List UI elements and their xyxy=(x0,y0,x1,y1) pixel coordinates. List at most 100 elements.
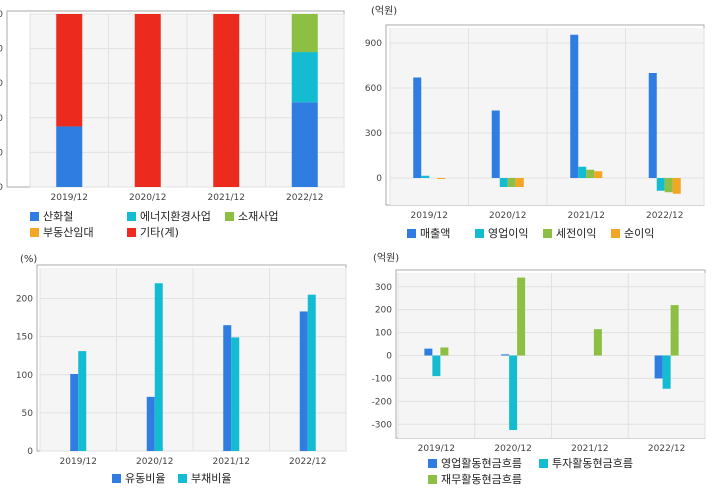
bar xyxy=(307,294,316,451)
legend-swatch xyxy=(611,229,620,238)
x-tick-label: 2019/12 xyxy=(51,193,88,203)
bar xyxy=(70,373,79,451)
unit-label: (%) xyxy=(20,254,37,265)
bar xyxy=(517,277,526,356)
legend-swatch xyxy=(127,228,136,237)
bar xyxy=(578,166,587,178)
x-tick-label: 2019/12 xyxy=(60,457,97,467)
bar xyxy=(440,347,449,356)
bar xyxy=(670,305,679,356)
x-tick-label: 2021/12 xyxy=(213,457,250,467)
legend-label: 산화철 xyxy=(43,210,73,223)
x-tick-label: 2022/12 xyxy=(286,193,323,203)
bar xyxy=(593,329,602,356)
bar xyxy=(437,178,446,179)
chart-2: 0 300 600 900 2019/12 2020/12 2021/12 2022/12 (억… xyxy=(365,5,705,240)
legend-label: 세전이익 xyxy=(556,227,596,240)
x-tick-label: 2021/12 xyxy=(208,193,245,203)
y-tick-label: 600 xyxy=(365,84,382,94)
y-tick-label: -300 xyxy=(372,420,393,430)
legend-label: 투자활동현금흐름 xyxy=(552,456,633,470)
legend-swatch xyxy=(225,212,234,221)
bar xyxy=(656,178,665,191)
unit-label: (억원) xyxy=(371,5,397,17)
legend-label: 소재사업 xyxy=(238,210,278,223)
legend-label: 재무활동현금흐름 xyxy=(441,472,522,486)
x-tick-label: 2022/12 xyxy=(646,211,683,221)
y-tick-label: 200 xyxy=(16,295,33,305)
bar xyxy=(501,354,510,356)
legend-label: 부채비율 xyxy=(191,472,231,485)
chart-1: 0 20 40 60 80 100 2019/12 2020/12 2021/12 2022/12… xyxy=(0,10,345,239)
x-tick-label: 2019/12 xyxy=(418,444,455,454)
legend-label: 순이익 xyxy=(624,227,654,240)
y-tick-label: 0 xyxy=(27,447,33,457)
y-tick-label: 300 xyxy=(375,283,392,293)
legend-swatch xyxy=(543,229,552,238)
bar xyxy=(509,355,518,430)
unit-label: (억원) xyxy=(373,252,399,264)
legend-label: 기타(계) xyxy=(140,226,179,239)
y-tick-label: 900 xyxy=(365,39,382,49)
y-tick-label: 20 xyxy=(0,148,3,158)
y-tick-label: -200 xyxy=(372,397,393,407)
bar xyxy=(594,171,603,178)
bar xyxy=(213,14,240,187)
bar xyxy=(413,77,422,178)
y-tick-label: 0 xyxy=(0,183,3,193)
legend-label: 유동비율 xyxy=(125,472,165,485)
bar xyxy=(291,14,318,53)
bar xyxy=(291,52,318,103)
y-tick-label: 150 xyxy=(16,333,33,343)
bar xyxy=(56,126,83,187)
bar xyxy=(662,355,671,389)
y-tick-label: 100 xyxy=(16,371,33,381)
legend-swatch xyxy=(428,459,437,468)
bar xyxy=(146,396,155,451)
y-tick-label: 200 xyxy=(375,306,392,316)
legend-swatch xyxy=(428,475,437,484)
chart-3: 0 50 100 150 200 2019/12 2020/12 2021/12 2022/12… xyxy=(16,254,347,485)
x-tick-label: 2022/12 xyxy=(289,457,326,467)
y-tick-label: 80 xyxy=(0,45,3,55)
legend-swatch xyxy=(30,212,39,221)
bar xyxy=(299,311,308,451)
bar xyxy=(231,337,240,451)
y-tick-label: 300 xyxy=(365,129,382,139)
bar xyxy=(507,178,516,187)
x-tick-label: 2020/12 xyxy=(129,193,166,203)
bar xyxy=(499,178,508,187)
bar xyxy=(664,178,673,193)
bar xyxy=(421,175,430,178)
bar xyxy=(654,355,663,379)
legend-label: 영업활동현금흐름 xyxy=(441,456,522,470)
bar xyxy=(648,73,657,178)
chart-4: -300 -200 -100 0 100 200 300 2019/12 2020/12 2021… xyxy=(372,252,706,486)
bar xyxy=(223,325,232,451)
legend-swatch xyxy=(127,212,136,221)
y-tick-label: 60 xyxy=(0,79,3,89)
legend-label: 매출액 xyxy=(420,227,450,240)
bar xyxy=(570,34,579,178)
bar xyxy=(134,14,161,187)
x-tick-label: 2022/12 xyxy=(648,444,685,454)
bar xyxy=(432,355,441,377)
bar xyxy=(154,283,163,451)
x-tick-label: 2020/12 xyxy=(489,211,526,221)
legend-swatch xyxy=(475,229,484,238)
legend-swatch xyxy=(112,474,121,483)
legend-swatch xyxy=(407,229,416,238)
y-tick-label: 40 xyxy=(0,114,3,124)
y-tick-label: 100 xyxy=(0,10,3,20)
legend-label: 부동산임대 xyxy=(43,226,94,239)
y-tick-label: 50 xyxy=(22,409,34,419)
legend-swatch xyxy=(178,474,187,483)
x-tick-label: 2019/12 xyxy=(411,211,448,221)
legend-swatch xyxy=(30,228,39,237)
legend-label: 영업이익 xyxy=(488,227,528,240)
bar xyxy=(491,110,500,178)
y-tick-label: 0 xyxy=(386,352,392,362)
x-tick-label: 2021/12 xyxy=(568,211,605,221)
legend-label: 에너지환경사업 xyxy=(140,210,211,223)
